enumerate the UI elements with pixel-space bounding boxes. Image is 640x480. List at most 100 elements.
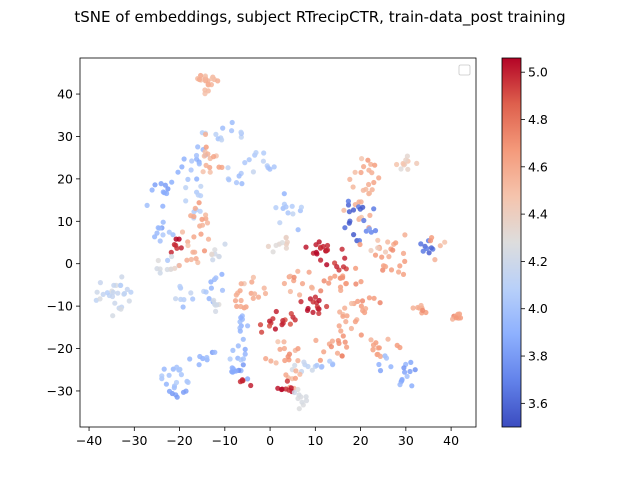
scatter-point bbox=[409, 383, 415, 389]
scatter-point bbox=[372, 162, 378, 168]
scatter-point bbox=[160, 219, 166, 225]
scatter-point bbox=[324, 303, 330, 310]
scatter-point bbox=[297, 371, 303, 377]
scatter-point bbox=[181, 156, 187, 162]
scatter-point bbox=[192, 205, 198, 211]
scatter-point bbox=[115, 290, 121, 296]
scatter-point bbox=[380, 263, 387, 269]
scatter-point bbox=[353, 265, 359, 271]
scatter-point bbox=[324, 242, 331, 249]
scatter-point bbox=[303, 394, 309, 400]
scatter-point bbox=[208, 279, 214, 285]
scatter-point bbox=[320, 243, 326, 250]
scatter-point bbox=[366, 190, 372, 196]
scatter-point bbox=[160, 232, 166, 238]
scatter-point bbox=[402, 232, 408, 238]
scatter-point bbox=[366, 167, 372, 173]
colorbar-tick-label: 4.0 bbox=[528, 301, 548, 316]
scatter-point bbox=[97, 296, 103, 302]
scatter-point bbox=[216, 164, 222, 170]
scatter-point bbox=[149, 187, 155, 193]
scatter-point bbox=[306, 269, 312, 275]
scatter-point bbox=[352, 319, 358, 325]
scatter-point bbox=[199, 222, 206, 228]
scatter-point bbox=[240, 336, 246, 342]
scatter-point bbox=[437, 243, 443, 249]
scatter-point bbox=[165, 186, 171, 192]
scatter-point bbox=[418, 241, 424, 247]
x-tick-label: 40 bbox=[443, 433, 459, 448]
scatter-point bbox=[245, 376, 251, 382]
scatter-point bbox=[370, 346, 376, 353]
x-tick-label: 30 bbox=[398, 433, 414, 448]
scatter-point bbox=[375, 237, 381, 243]
scatter-point bbox=[295, 386, 301, 393]
chart-title: tSNE of embeddings, subject RTrecipCTR, … bbox=[74, 8, 565, 27]
scatter-point bbox=[124, 286, 130, 292]
scatter-point bbox=[283, 235, 289, 241]
scatter-point bbox=[171, 242, 177, 248]
scatter-point bbox=[358, 332, 364, 338]
scatter-point bbox=[365, 157, 371, 163]
scatter-point bbox=[281, 280, 287, 287]
scatter-point bbox=[271, 164, 277, 170]
scatter-point bbox=[166, 388, 173, 394]
scatter-point bbox=[229, 119, 235, 126]
y-tick-label: −30 bbox=[47, 383, 73, 398]
scatter-point bbox=[268, 358, 274, 364]
scatter-point bbox=[239, 377, 245, 383]
scatter-point bbox=[342, 339, 348, 345]
scatter-point bbox=[213, 275, 219, 281]
scatter-point bbox=[188, 167, 194, 173]
scatter-point bbox=[185, 239, 191, 245]
colorbar-tick-label: 4.2 bbox=[528, 254, 548, 269]
scatter-point bbox=[164, 266, 170, 273]
scatter-point bbox=[428, 245, 434, 251]
scatter-point bbox=[180, 389, 187, 395]
scatter-point bbox=[457, 315, 464, 321]
scatter-point bbox=[219, 271, 225, 277]
scatter-point bbox=[344, 313, 350, 319]
scatter-point bbox=[194, 176, 200, 182]
scatter-point bbox=[402, 258, 408, 264]
scatter-point bbox=[314, 362, 320, 368]
scatter-point bbox=[165, 257, 171, 263]
scatter-point bbox=[163, 381, 169, 387]
scatter-point bbox=[174, 245, 180, 251]
scatter-point bbox=[166, 229, 172, 235]
scatter-point bbox=[267, 318, 273, 324]
scatter-point bbox=[323, 248, 329, 254]
scatter-point bbox=[375, 245, 381, 251]
scatter-point bbox=[177, 366, 183, 372]
scatter-point bbox=[242, 351, 248, 357]
scatter-point bbox=[246, 157, 252, 163]
scatter-point bbox=[363, 186, 369, 192]
scatter-point bbox=[248, 382, 254, 389]
y-tick-label: −20 bbox=[47, 341, 73, 356]
y-axis: −30 −20 −10 0 10 20 30 40 bbox=[47, 87, 80, 398]
scatter-point bbox=[336, 323, 342, 329]
scatter-point bbox=[257, 322, 264, 328]
scatter-point bbox=[119, 274, 125, 280]
scatter-point bbox=[332, 273, 338, 279]
scatter-point bbox=[239, 181, 245, 187]
scatter-point bbox=[226, 177, 232, 183]
scatter-point bbox=[335, 338, 341, 344]
scatter-point bbox=[161, 366, 167, 372]
scatter-point bbox=[183, 198, 189, 204]
scatter-point bbox=[328, 344, 334, 350]
scatter-point bbox=[263, 356, 269, 362]
scatter-point bbox=[121, 290, 128, 297]
x-tick-label: −40 bbox=[76, 433, 102, 448]
scatter-point bbox=[418, 302, 424, 309]
scatter-point bbox=[372, 228, 379, 234]
scatter-point bbox=[407, 368, 413, 375]
scatter-point bbox=[408, 359, 414, 365]
scatter-point bbox=[203, 144, 209, 150]
scatter-point bbox=[442, 239, 448, 245]
scatter-point bbox=[279, 240, 285, 246]
scatter-point bbox=[358, 303, 364, 309]
scatter-point bbox=[376, 361, 382, 368]
scatter-point bbox=[193, 256, 199, 262]
scatter-point bbox=[319, 363, 325, 370]
